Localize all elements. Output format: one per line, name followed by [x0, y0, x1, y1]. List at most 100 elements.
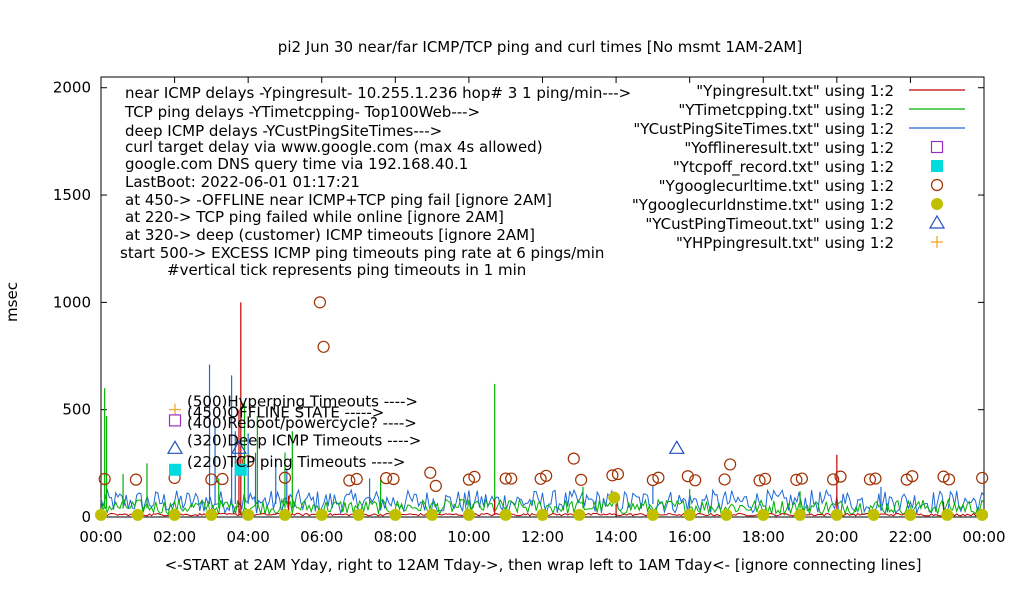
data-point — [350, 472, 363, 486]
legend-swatch — [930, 178, 944, 192]
data-point — [468, 470, 481, 483]
data-point — [573, 508, 586, 521]
data-point — [795, 472, 808, 485]
x-axis-label: <-START at 2AM Yday, right to 12AM Tday-… — [165, 556, 922, 574]
series-layer — [95, 296, 989, 521]
legend-label: "YTimetcpping.txt" using 1:2 — [678, 101, 894, 119]
data-point — [575, 473, 588, 486]
key-marker — [169, 463, 181, 476]
data-point — [131, 508, 144, 521]
key-label: (320)Deep ICMP Timeouts ----> — [187, 431, 421, 449]
data-point — [343, 474, 356, 487]
chart-title: pi2 Jun 30 near/far ICMP/TCP ping and cu… — [278, 38, 802, 56]
key-label: (220)TCP ping Timeouts ----> — [187, 453, 405, 471]
x-tick-label: 06:00 — [300, 528, 343, 546]
data-point — [168, 508, 181, 521]
legend: "Ypingresult.txt" using 1:2"YTimetcpping… — [632, 82, 965, 252]
data-point — [499, 472, 512, 485]
data-point — [904, 508, 917, 521]
data-point — [278, 508, 291, 521]
legend-swatch — [931, 160, 943, 172]
info-line: TCP ping delays -YTimetcpping- Top100Web… — [124, 103, 480, 121]
y-tick-label: 2000 — [53, 79, 91, 97]
data-point — [278, 471, 292, 484]
data-point — [230, 440, 248, 454]
data-point — [352, 508, 365, 521]
series-dns — [95, 491, 989, 521]
key-label: (450)OFFLINE STATE -----> — [187, 403, 384, 421]
series-tcpoff — [234, 463, 247, 476]
x-tick-label: 22:00 — [889, 528, 932, 546]
data-point — [499, 508, 512, 521]
data-point — [424, 466, 437, 479]
data-point — [462, 508, 475, 521]
data-point — [505, 472, 518, 485]
x-tick-label: 14:00 — [594, 528, 637, 546]
data-point — [718, 473, 731, 486]
data-point — [758, 472, 772, 485]
key-label: (400)Reboot/powercycle? ----> — [187, 414, 417, 432]
legend-swatch — [928, 214, 946, 229]
info-line: LastBoot: 2022-06-01 01:17:21 — [125, 173, 360, 191]
data-point — [242, 455, 255, 468]
legend-label: "YCustPingTimeout.txt" using 1:2 — [645, 215, 894, 233]
data-point — [462, 473, 476, 486]
data-point — [906, 470, 919, 483]
legend-label: "YHPpingresult.txt" using 1:2 — [676, 234, 894, 252]
legend-label: "YCustPingSiteTimes.txt" using 1:2 — [633, 120, 894, 138]
data-point — [869, 472, 882, 485]
data-point — [724, 458, 737, 471]
info-line: curl target delay via www.google.com (ma… — [125, 138, 543, 156]
x-tick-label: 12:00 — [521, 528, 564, 546]
legend-swatch — [931, 236, 943, 248]
data-point — [790, 473, 803, 486]
data-point — [315, 508, 328, 521]
y-tick-label: 1000 — [53, 293, 91, 311]
data-point — [652, 471, 665, 484]
data-point — [536, 508, 549, 521]
info-text-block: near ICMP delays -Ypingresult- 10.255.1.… — [120, 84, 631, 279]
data-point — [95, 508, 107, 521]
data-point — [380, 472, 393, 485]
x-tick-label: 10:00 — [447, 528, 490, 546]
data-point — [389, 508, 402, 521]
y-tick-label: 500 — [62, 401, 91, 419]
data-point — [683, 508, 696, 521]
key-marker — [169, 403, 181, 416]
data-point — [313, 296, 327, 309]
x-tick-label: 04:00 — [227, 528, 270, 546]
data-point — [867, 508, 880, 521]
legend-swatch — [931, 198, 943, 210]
y-axis-label: msec — [3, 282, 21, 322]
legend-label: "Ygooglecurldnstime.txt" using 1:2 — [632, 196, 894, 214]
x-tick-label: 18:00 — [742, 528, 785, 546]
info-line: #vertical tick represents ping timeouts … — [167, 261, 526, 279]
threshold-key-labels: (500)Hyperping Timeouts ---->(450)OFFLIN… — [166, 393, 421, 476]
data-point — [863, 473, 877, 486]
y-tick-label: 1500 — [53, 186, 91, 204]
info-line: at 320-> deep (customer) ICMP timeouts [… — [125, 226, 535, 244]
data-point — [540, 469, 553, 482]
data-point — [834, 470, 847, 483]
key-label: (500)Hyperping Timeouts ----> — [187, 393, 418, 411]
data-point — [942, 473, 956, 486]
legend-label: "Ygooglecurltime.txt" using 1:2 — [659, 177, 894, 195]
data-point — [216, 472, 229, 486]
data-point — [567, 452, 580, 465]
y-tick-label: 0 — [81, 508, 91, 526]
x-tick-label: 00:00 — [79, 528, 122, 546]
info-line: start 500-> EXCESS ICMP ping timeouts pi… — [120, 244, 604, 262]
data-point — [234, 463, 247, 476]
data-point — [205, 508, 218, 521]
x-tick-label: 16:00 — [668, 528, 711, 546]
series-cust_timeout — [230, 440, 685, 454]
data-point — [937, 470, 950, 483]
info-line: at 220-> TCP ping failed while online [i… — [125, 208, 504, 226]
x-tick-label: 00:00 — [962, 528, 1005, 546]
key-marker — [166, 440, 184, 454]
data-point — [757, 508, 770, 521]
data-point — [129, 473, 143, 486]
legend-label: "Ytcpoff_record.txt" using 1:2 — [673, 158, 894, 177]
x-tick-label: 20:00 — [815, 528, 858, 546]
data-point — [668, 440, 685, 454]
